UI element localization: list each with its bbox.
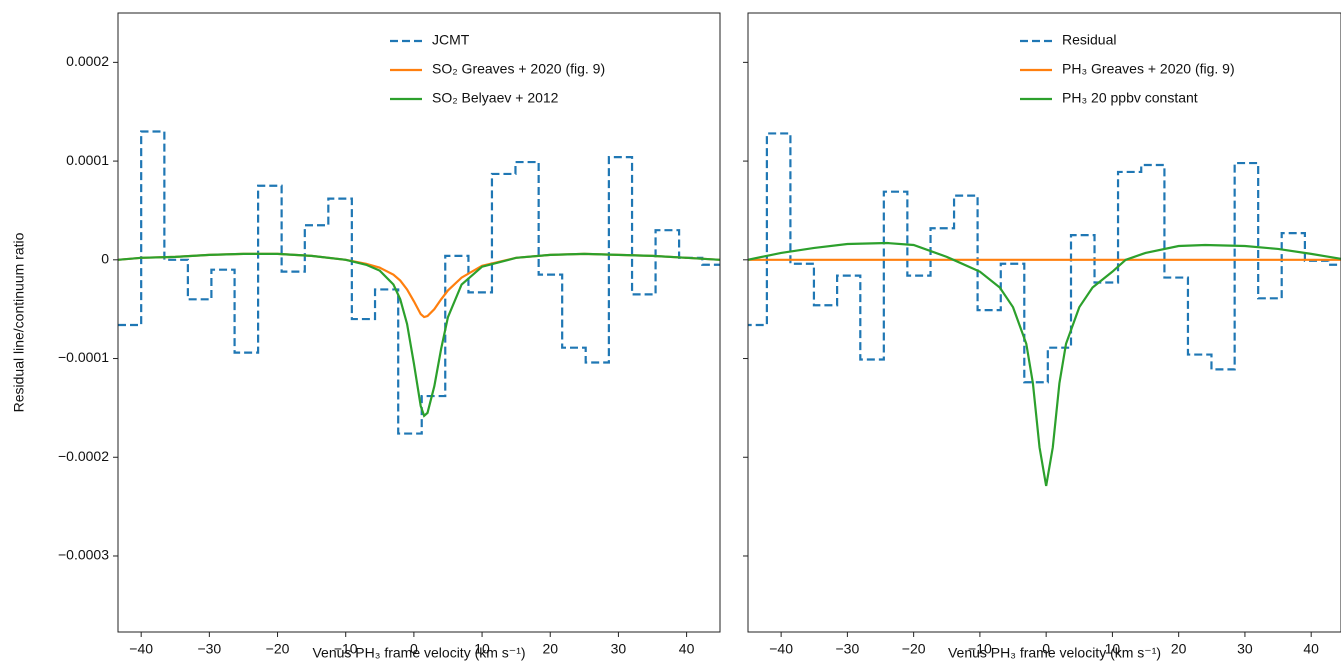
y-tick-label: −0.0002 bbox=[58, 448, 109, 464]
axes-frame bbox=[117, 12, 721, 633]
y-tick-label: −0.0001 bbox=[58, 349, 109, 365]
x-tick-label: 0 bbox=[410, 641, 418, 657]
x-axis-label: Venus PH₃ frame velocity (km s⁻¹) bbox=[948, 645, 1161, 661]
y-axis-label: Residual line/continuum ratio bbox=[11, 232, 27, 412]
x-tick-label: 0 bbox=[1042, 641, 1050, 657]
series-line bbox=[748, 132, 1341, 384]
y-tick-label: −0.0003 bbox=[58, 547, 109, 563]
x-tick-label: −40 bbox=[769, 641, 793, 657]
legend-label: SO₂ Belyaev + 2012 bbox=[432, 90, 559, 106]
x-tick-label: −20 bbox=[902, 641, 926, 657]
series-line bbox=[118, 252, 720, 418]
x-tick-label: 30 bbox=[1237, 641, 1253, 657]
y-tick-label: 0 bbox=[101, 251, 109, 267]
x-tick-label: 10 bbox=[474, 641, 490, 657]
legend-label: JCMT bbox=[432, 32, 470, 48]
x-tick-label: −10 bbox=[334, 641, 358, 657]
x-tick-label: 20 bbox=[542, 641, 558, 657]
plot-area bbox=[748, 132, 1341, 487]
x-tick-label: −10 bbox=[968, 641, 992, 657]
x-tick-label: −30 bbox=[197, 641, 221, 657]
x-tick-label: 30 bbox=[611, 641, 627, 657]
legend-label: PH₃ Greaves + 2020 (fig. 9) bbox=[1062, 61, 1235, 77]
x-tick-label: 10 bbox=[1105, 641, 1121, 657]
x-tick-label: 40 bbox=[1303, 641, 1319, 657]
x-tick-label: −20 bbox=[266, 641, 290, 657]
series-line bbox=[118, 130, 720, 435]
x-tick-label: −40 bbox=[129, 641, 153, 657]
axes-frame bbox=[747, 12, 1341, 633]
legend-label: Residual bbox=[1062, 32, 1116, 48]
x-axis-label: Venus PH₃ frame velocity (km s⁻¹) bbox=[312, 645, 525, 661]
x-tick-label: 20 bbox=[1171, 641, 1187, 657]
x-tick-label: −30 bbox=[836, 641, 860, 657]
series-line bbox=[118, 252, 720, 319]
legend-label: SO₂ Greaves + 2020 (fig. 9) bbox=[432, 61, 605, 77]
plot-area bbox=[118, 130, 720, 435]
legend-label: PH₃ 20 ppbv constant bbox=[1062, 90, 1198, 106]
series-line bbox=[748, 241, 1341, 487]
y-tick-label: 0.0002 bbox=[66, 53, 109, 69]
x-tick-label: 40 bbox=[679, 641, 695, 657]
y-tick-label: 0.0001 bbox=[66, 152, 109, 168]
